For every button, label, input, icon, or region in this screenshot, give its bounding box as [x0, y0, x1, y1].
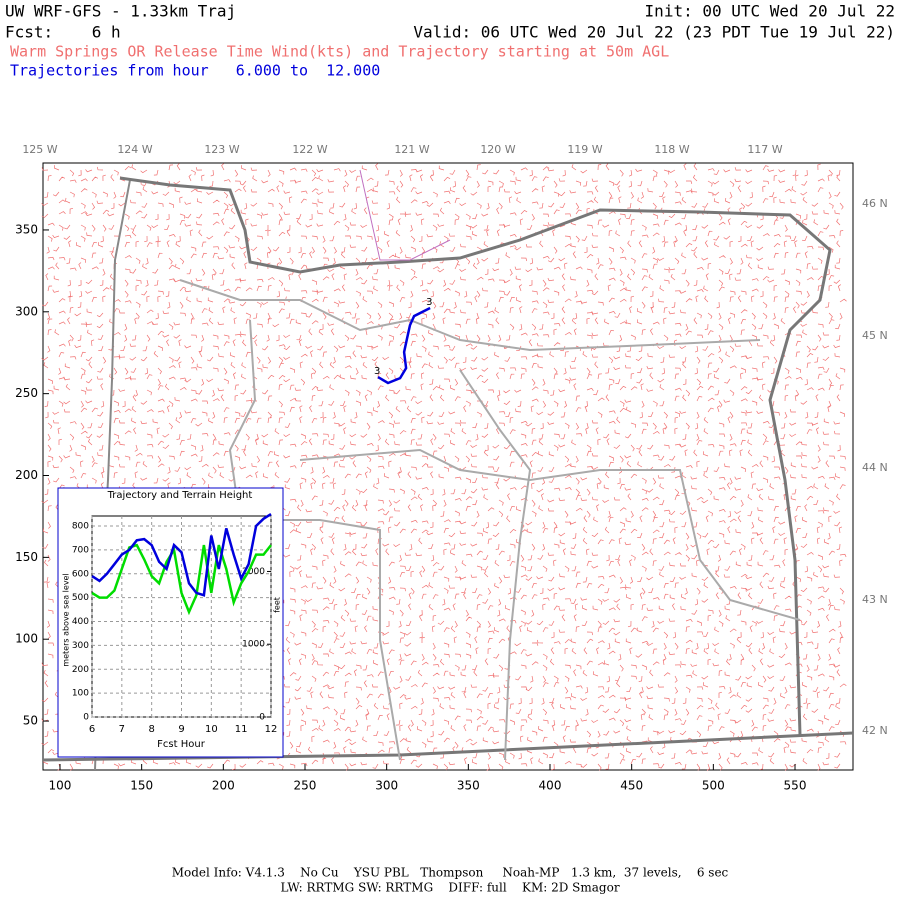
longitude-label: 121 W [394, 143, 429, 156]
longitude-label: 119 W [567, 143, 602, 156]
inset-y-tick-label: 700 [72, 545, 89, 555]
inset-y-tick-label: 400 [72, 617, 89, 627]
inset-y-tick-label: 300 [72, 641, 89, 651]
inset-x-tick-label: 12 [265, 724, 278, 735]
x-tick-label: 400 [539, 779, 562, 793]
forecast-hour: Fcst: 6 h [5, 23, 121, 42]
y-tick-label: 250 [15, 386, 38, 400]
y-tick-label: 300 [15, 304, 38, 318]
longitude-label: 125 W [22, 143, 57, 156]
inset-x-tick-label: 6 [89, 724, 95, 735]
longitude-label: 117 W [747, 143, 782, 156]
footer-line: Model Info: V4.1.3 No Cu YSU PBL Thompso… [172, 866, 729, 880]
inset-x-tick-label: 8 [148, 724, 154, 735]
inset-y2-tick-label: 2000 [242, 567, 265, 577]
longitude-label: 118 W [654, 143, 689, 156]
x-tick-label: 550 [784, 779, 807, 793]
latitude-label: 42 N [862, 724, 888, 737]
latitude-label: 45 N [862, 329, 888, 342]
longitude-label: 123 W [204, 143, 239, 156]
inset-y-tick-label: 100 [72, 689, 89, 699]
y-axis-label: meters above sea level [62, 573, 71, 666]
subtitle: Warm Springs OR Release Time Wind(kts) a… [10, 43, 669, 61]
inset-x-tick-label: 9 [178, 724, 184, 735]
y-tick-label: 150 [15, 550, 38, 564]
inset-frame [57, 487, 284, 758]
init-time: Init: 00 UTC Wed 20 Jul 22 [645, 2, 895, 21]
barb-field [41, 163, 847, 771]
wind-barbs [41, 163, 847, 771]
x-tick-label: 450 [620, 779, 643, 793]
inset-title: Trajectory and Terrain Height [107, 490, 253, 501]
inset-y2-tick-label: 0 [259, 713, 265, 723]
trajectory [377, 306, 431, 385]
inset-x-tick-label: 7 [119, 724, 125, 735]
x-tick-label: 500 [702, 779, 725, 793]
inset-x-tick-label: 11 [235, 724, 248, 735]
y-tick-label: 50 [23, 714, 38, 728]
x-tick-label: 100 [49, 779, 72, 793]
inset-y-tick-label: 600 [72, 569, 89, 579]
longitude-label: 120 W [480, 143, 515, 156]
inset-y-tick-label: 0 [83, 713, 89, 723]
y2-axis-label: feet [273, 597, 282, 613]
latitude-label: 43 N [862, 593, 888, 606]
inset-y-tick-label: 500 [72, 593, 89, 603]
series-line [91, 513, 272, 597]
trajectory-hours: Trajectories from hour 6.000 to 12.000 [10, 62, 380, 80]
trajectory-end-label: 3 [426, 297, 432, 308]
longitude-label: 122 W [292, 143, 327, 156]
title: UW WRF-GFS - 1.33km Traj [5, 2, 236, 21]
inset-y-tick-label: 800 [72, 522, 89, 532]
inset-y2-tick-label: 1000 [242, 640, 265, 650]
boundaries [42, 169, 854, 771]
y-tick-label: 200 [15, 468, 38, 482]
x-tick-label: 200 [212, 779, 235, 793]
latitude-label: 44 N [862, 461, 888, 474]
longitude-label: 124 W [117, 143, 152, 156]
latitude-label: 46 N [862, 197, 888, 210]
x-axis-label: Fcst Hour [157, 739, 206, 750]
footer-line: LW: RRTMG SW: RRTMG DIFF: full KM: 2D Sm… [280, 881, 619, 895]
x-tick-label: 350 [457, 779, 480, 793]
x-tick-label: 300 [375, 779, 398, 793]
trajectory-start-label: 3 [374, 366, 380, 377]
x-tick-label: 150 [130, 779, 153, 793]
valid-time: Valid: 06 UTC Wed 20 Jul 22 (23 PDT Tue … [413, 23, 895, 42]
series-line [91, 543, 272, 616]
y-tick-label: 350 [15, 222, 38, 236]
inset-x-tick-label: 10 [205, 724, 218, 735]
inset-y-tick-label: 200 [72, 665, 89, 675]
y-tick-label: 100 [15, 632, 38, 646]
x-tick-label: 250 [294, 779, 317, 793]
